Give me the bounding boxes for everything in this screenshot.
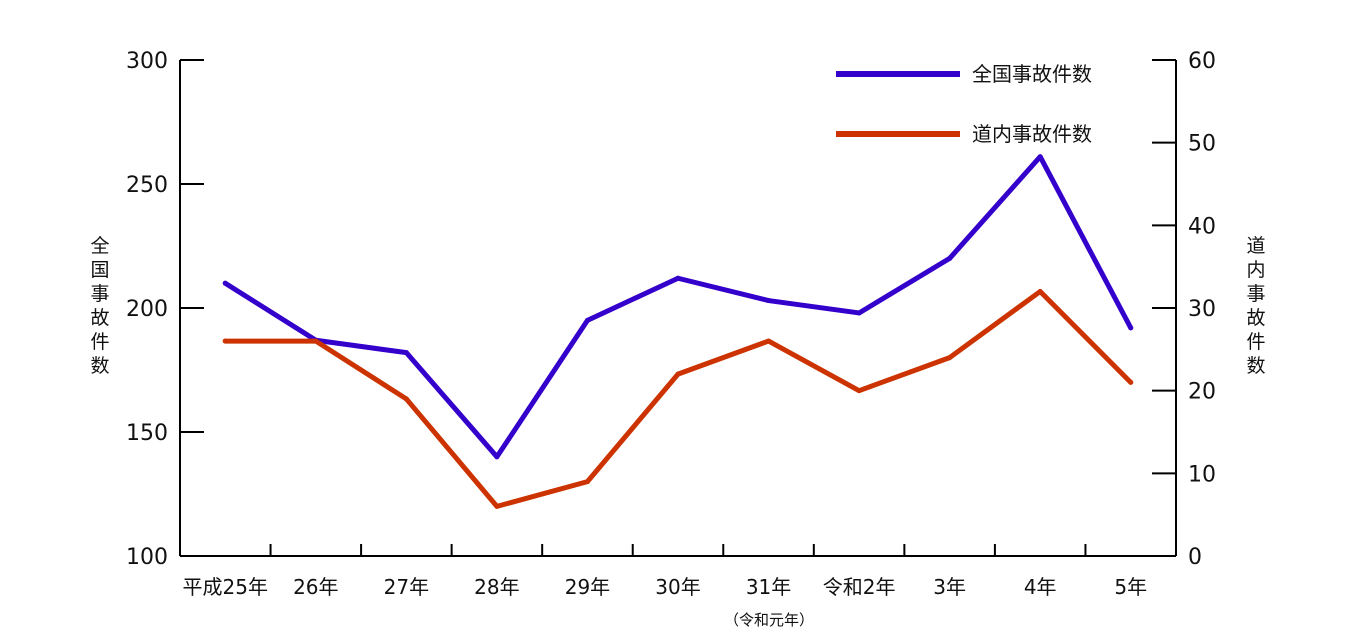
series-line-1 xyxy=(222,288,1134,509)
right-tick-label: 40 xyxy=(1188,214,1216,239)
data-point xyxy=(403,350,409,356)
data-point xyxy=(856,388,862,394)
right-tick-label: 60 xyxy=(1188,49,1216,74)
x-tick-label: 3年 xyxy=(933,575,966,599)
data-point xyxy=(1128,379,1134,385)
left-tick-label: 150 xyxy=(126,421,168,446)
data-point xyxy=(494,503,500,509)
data-point xyxy=(222,338,228,344)
left-tick-label: 100 xyxy=(126,545,168,570)
data-point xyxy=(675,371,681,377)
x-tick-label: 26年 xyxy=(293,575,338,599)
right-axis-title: 道内事故件数 xyxy=(1246,235,1265,377)
legend: 全国事故件数 道内事故件数 xyxy=(836,62,1092,146)
data-point xyxy=(584,317,590,323)
legend-label-hokkaido: 道内事故件数 xyxy=(972,122,1092,146)
left-axis-title: 全国事故件数 xyxy=(90,235,109,377)
data-point xyxy=(766,338,772,344)
left-ticks: 100 150 200 250 300 xyxy=(126,49,204,570)
x-tick-label: 5年 xyxy=(1114,575,1147,599)
series-layer xyxy=(222,154,1134,509)
data-point xyxy=(856,310,862,316)
x-tick-label: 平成25年 xyxy=(183,575,268,599)
x-ticks: 平成25年 26年 27年 28年 29年 30年 31年 令和2年 3年 4年 5年 xyxy=(183,544,1147,599)
category-note: （令和元年） xyxy=(724,611,814,629)
data-point xyxy=(766,298,772,304)
x-tick-label: 令和2年 xyxy=(823,575,896,599)
right-tick-label: 0 xyxy=(1188,545,1202,570)
right-tick-label: 50 xyxy=(1188,132,1216,157)
x-tick-label: 31年 xyxy=(746,575,791,599)
data-point xyxy=(1037,154,1043,160)
right-tick-label: 20 xyxy=(1188,380,1216,405)
right-ticks: 0 10 20 30 40 50 60 xyxy=(1152,49,1216,570)
data-point xyxy=(313,338,319,344)
right-tick-label: 30 xyxy=(1188,297,1216,322)
data-point xyxy=(403,396,409,402)
x-tick-label: 28年 xyxy=(474,575,519,599)
data-point xyxy=(947,255,953,261)
left-tick-label: 300 xyxy=(126,49,168,74)
right-tick-label: 10 xyxy=(1188,462,1216,487)
data-point xyxy=(584,479,590,485)
x-tick-label: 30年 xyxy=(655,575,700,599)
data-point xyxy=(222,280,228,286)
data-point xyxy=(1128,325,1134,331)
x-tick-label: 29年 xyxy=(565,575,610,599)
x-tick-label: 27年 xyxy=(384,575,429,599)
data-point xyxy=(947,355,953,361)
series-line-0 xyxy=(222,154,1134,460)
data-point xyxy=(1037,288,1043,294)
left-tick-label: 250 xyxy=(126,173,168,198)
data-point xyxy=(494,454,500,460)
left-tick-label: 200 xyxy=(126,297,168,322)
data-point xyxy=(675,275,681,281)
x-tick-label: 4年 xyxy=(1024,575,1057,599)
legend-label-national: 全国事故件数 xyxy=(972,62,1092,86)
